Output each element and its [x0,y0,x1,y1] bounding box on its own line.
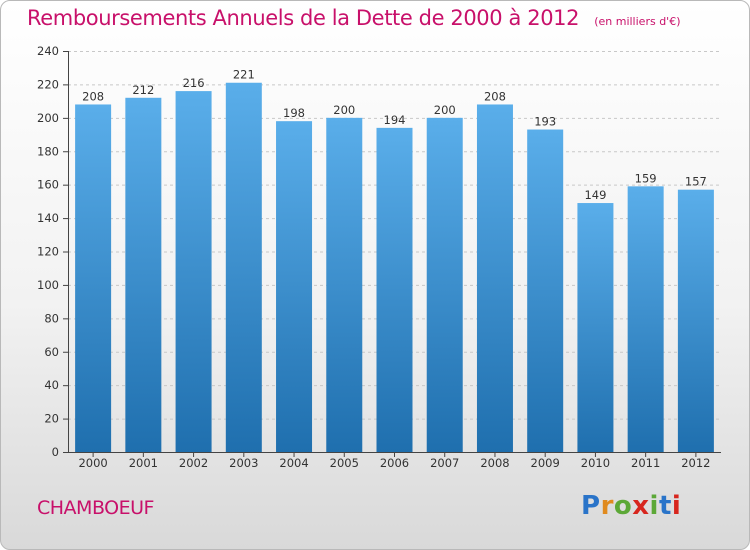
bar-2002 [175,91,212,452]
x-tick-label-2007: 2007 [430,456,459,470]
x-tick-label-2006: 2006 [380,456,409,470]
y-tick-label: 140 [37,211,59,225]
bar-2007 [426,117,463,452]
bar-2003 [225,82,262,452]
data-label-2008: 208 [484,89,506,103]
data-label-2001: 212 [132,83,154,97]
data-label-2003: 221 [233,68,255,82]
bar-2000 [75,104,112,452]
bar-2012 [677,189,714,452]
data-label-2004: 198 [283,106,305,120]
data-label-2000: 208 [82,89,104,103]
y-tick-label: 120 [37,245,59,259]
data-label-2010: 149 [584,188,606,202]
data-label-2006: 194 [384,113,406,127]
x-tick-label-2012: 2012 [681,456,710,470]
x-tick-label-2008: 2008 [480,456,509,470]
data-label-2009: 193 [534,115,556,129]
bar-2005 [326,117,363,452]
chart-title: Remboursements Annuels de la Dette de 20… [27,6,580,30]
logo-letter: P [581,491,601,521]
data-label-2002: 216 [183,76,205,90]
x-tick-label-2005: 2005 [330,456,359,470]
logo-letter: i [649,491,659,521]
x-tick-label-2011: 2011 [631,456,660,470]
y-tick-label: 160 [37,178,59,192]
proxiti-logo[interactable]: Proxiti [581,491,681,521]
logo-letter: o [613,491,633,521]
bar-2011 [627,186,664,452]
bar-2004 [276,121,313,453]
chart-title-block: Remboursements Annuels de la Dette de 20… [27,6,680,30]
data-label-2005: 200 [333,103,355,117]
x-tick-label-2010: 2010 [581,456,610,470]
y-tick-label: 60 [44,345,59,359]
x-tick-label-2009: 2009 [531,456,560,470]
x-tick-label-2003: 2003 [229,456,258,470]
bar-2010 [577,203,614,452]
y-tick-label: 240 [37,44,59,58]
y-tick-label: 180 [37,144,59,158]
y-tick-label: 40 [44,378,59,392]
y-tick-label: 200 [37,111,59,125]
y-tick-label: 220 [37,77,59,91]
logo-letter: r [600,491,614,521]
x-tick-label-2002: 2002 [179,456,208,470]
x-tick-label-2004: 2004 [279,456,308,470]
data-label-2011: 159 [635,171,657,185]
bar-2006 [376,127,413,452]
data-label-2012: 157 [685,175,707,189]
commune-name: CHAMBOEUF [37,497,154,519]
x-tick-label-2001: 2001 [129,456,158,470]
x-tick-label-2000: 2000 [78,456,107,470]
bar-2009 [527,129,564,452]
data-label-2007: 200 [434,103,456,117]
chart-unit: (en milliers d'€) [594,15,681,28]
logo-letter: x [632,491,650,521]
y-tick-label: 100 [37,278,59,292]
y-tick-label: 20 [44,412,59,426]
bar-2001 [125,97,162,453]
logo-letter: i [671,491,682,521]
logo-letter: t [658,491,672,521]
bar-2008 [476,104,513,452]
y-tick-label: 80 [44,311,59,325]
y-tick-label: 0 [52,445,59,459]
